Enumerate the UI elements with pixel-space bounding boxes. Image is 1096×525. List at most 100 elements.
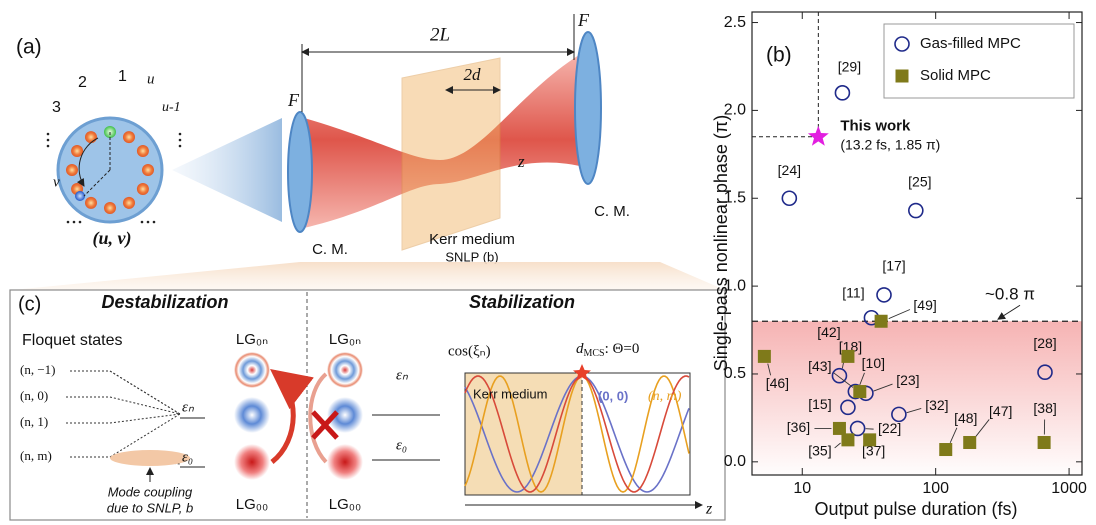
mode-label: u-1: [162, 100, 181, 115]
state-label: (n, m): [20, 448, 52, 463]
point-label: [46]: [766, 375, 789, 391]
axis-label: z: [705, 501, 713, 518]
mode-dot: [71, 145, 84, 157]
coupling-label: due to SNLP, b: [107, 500, 194, 515]
label-leader: [834, 442, 841, 449]
mirror-label: C. M.: [312, 241, 348, 258]
energy-label: εₙ: [396, 367, 409, 383]
data-point: [832, 421, 846, 435]
mode-profile: [234, 444, 270, 480]
highlight-point: [807, 125, 829, 146]
length-label: 2L: [430, 24, 450, 45]
energy-label: ε₀: [182, 449, 193, 465]
focal-label: F: [287, 90, 300, 110]
panel-frame: [9, 289, 726, 521]
condition-text: : Θ=0: [605, 341, 640, 357]
axis-label: cos(ξₙ): [448, 343, 491, 359]
state-label: (n, −1): [20, 362, 56, 377]
point-label: [35]: [808, 443, 831, 459]
point-label: [43]: [808, 358, 831, 374]
highlight-detail: (13.2 fs, 1.85 π): [840, 136, 940, 152]
mode-dot: [75, 191, 85, 201]
mode-guide: [83, 130, 111, 197]
point-label: [22]: [878, 420, 901, 436]
mode-label: LG₀ₙ: [329, 331, 361, 348]
point-label: [23]: [896, 372, 919, 388]
y-tick-label: 0.5: [724, 365, 746, 382]
mode-dot: [136, 183, 149, 195]
data-point: [853, 385, 867, 399]
mode-number: 2: [78, 74, 87, 91]
mode-number: 3: [52, 99, 61, 116]
mode-dot: [136, 145, 149, 157]
axis-label: z: [517, 152, 525, 171]
mcs-star: [573, 364, 591, 381]
plot-frame: [751, 11, 1083, 476]
label-leader: [888, 309, 911, 320]
data-point: [874, 314, 888, 328]
condition-symbol: d: [576, 341, 584, 357]
point-label: [38]: [1033, 400, 1056, 416]
mode-profile: [327, 352, 363, 388]
point-label: [36]: [787, 419, 810, 435]
coupling-ellipse: [110, 450, 190, 466]
mode-dot: [123, 196, 135, 209]
mode-dot: [142, 164, 154, 176]
mode-label: v: [53, 174, 60, 190]
label-leader: [833, 372, 854, 388]
mode-profile: [327, 397, 363, 433]
panel-a: (a) 1 2 3 u u-1 v (u, v) 2L F F 2d z: [16, 10, 630, 264]
mode-dot: [66, 164, 78, 176]
coupling-label: Mode coupling: [108, 484, 193, 499]
mode-dot: [85, 196, 97, 209]
mode-dot: [85, 131, 97, 144]
mode-profile: [327, 444, 363, 480]
data-point: [1037, 364, 1053, 381]
y-tick-label: 0.0: [724, 453, 746, 470]
medium-label: Kerr medium: [429, 231, 515, 248]
threshold-label: ~0.8 π: [985, 285, 1035, 304]
mode-dot: [104, 202, 116, 214]
data-point: [963, 435, 977, 449]
data-point: [840, 399, 856, 416]
threshold-band: [752, 321, 1082, 475]
y-tick-label: 1.5: [724, 189, 746, 206]
data-point: [1037, 435, 1051, 449]
mode-tag: (0, 0): [598, 388, 628, 403]
mode-label: LG₀₀: [236, 496, 268, 513]
mode-label: LG₀ₙ: [236, 331, 268, 348]
input-cone: [172, 118, 282, 222]
legend-label: Gas-filled MPC: [920, 35, 1021, 52]
mode-arrow: [76, 137, 99, 187]
mode-dot: [123, 131, 135, 144]
x-tick-label: 1000: [1051, 480, 1087, 497]
coordinate-label: (u, v): [93, 228, 132, 249]
ellipsis-dots: [46, 132, 182, 224]
mirror: [574, 31, 602, 185]
y-axis-label: Single-pass nonlinear phase (π): [711, 115, 731, 372]
y-tick-label: 1.0: [724, 277, 746, 294]
label-leader: [906, 408, 922, 414]
point-label: [32]: [925, 397, 948, 413]
point-label: [37]: [862, 443, 885, 459]
coupling-arrow: [270, 368, 314, 464]
data-point: [876, 287, 892, 303]
beam: [304, 52, 588, 228]
energy-label: ε₀: [396, 437, 407, 453]
condition-label: dMCS: Θ=0: [576, 341, 639, 359]
data-point: [831, 367, 848, 384]
point-label: [11]: [842, 284, 864, 300]
panel-label: (b): [766, 44, 792, 67]
mode-profile: [234, 397, 270, 433]
mirror: [287, 111, 313, 233]
threshold-arrow: [997, 304, 1021, 320]
x-tick-label: 100: [922, 480, 949, 497]
label-leader: [949, 427, 958, 444]
mirror-label: C. M.: [594, 203, 630, 220]
data-point: [849, 420, 866, 437]
focal-label: F: [577, 10, 590, 30]
blocked-arrow: [308, 372, 328, 464]
crystal-length-label: 2d: [464, 65, 482, 84]
